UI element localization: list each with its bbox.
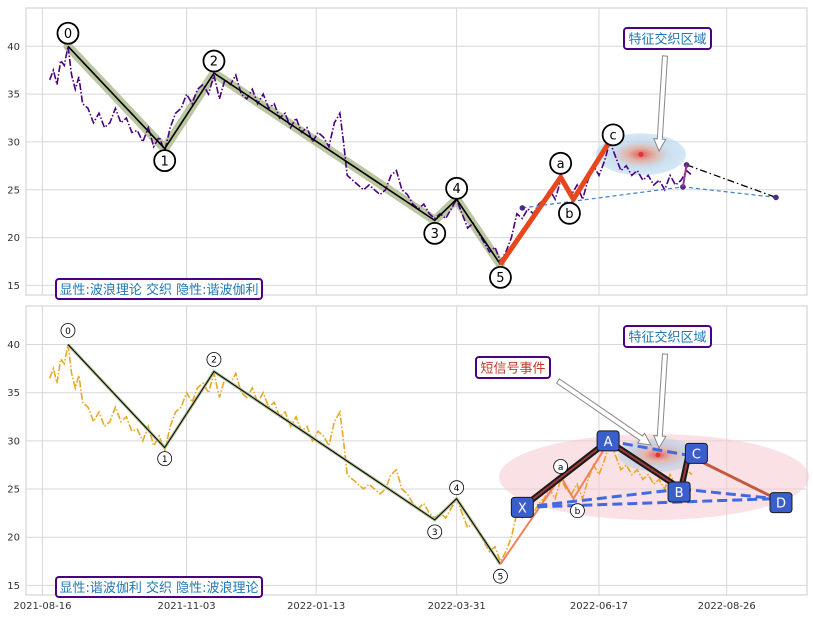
wave-label: 5: [498, 572, 504, 582]
wave-label-circle: [445, 176, 469, 200]
wave-label-circle: [449, 480, 465, 496]
callout-short-signal-box: [475, 356, 551, 379]
callout-feature-zone-top-box: [623, 27, 712, 50]
x-tick-label: 2022-01-13: [287, 601, 345, 612]
y-tick-label: 30: [7, 137, 20, 148]
elliott-wave-line-bottom: [67, 344, 501, 565]
price-series-line-bottom: [48, 344, 693, 564]
wave-label-circle: [558, 201, 581, 225]
panel-caption-top: 显性:波浪理论 交织 隐性:谐波伽利: [59, 282, 258, 298]
callout-arrow: [653, 353, 669, 450]
wave-label: 3: [431, 227, 439, 242]
y-tick-label: 40: [7, 340, 20, 351]
y-tick-label: 20: [7, 533, 20, 544]
harmonic-leg: [521, 440, 609, 509]
wave-label-circle: [206, 352, 222, 367]
callout-arrow: [555, 378, 652, 446]
x-tick-label: 2022-06-17: [570, 601, 628, 612]
harmonic-point-box: [510, 496, 534, 518]
y-tick-label: 30: [7, 436, 20, 447]
wave-label-circle: [153, 149, 177, 173]
wave-label-circle: [493, 568, 508, 584]
x-tick-label: 2021-11-03: [158, 601, 216, 612]
wave-label: 5: [496, 271, 504, 286]
callout-feature-zone-bottom: 特征交织区域: [628, 330, 706, 346]
plot-area: [25, 7, 808, 296]
corrective-wave-line-bottom: [499, 442, 609, 565]
harmonic-point-label: C: [692, 447, 701, 462]
elliott-wave-line: [67, 45, 502, 265]
harmonic-point-label: D: [776, 497, 786, 512]
y-tick-label: 20: [7, 233, 20, 244]
event-zone: [499, 434, 809, 520]
wave-label-circle: [423, 221, 447, 245]
wave-label: 3: [432, 528, 438, 538]
zone-center-dot: [638, 151, 644, 157]
wave-label: c: [610, 129, 617, 144]
projection-link: [681, 164, 688, 188]
wave-label-circle: [549, 151, 573, 175]
wave-label-circle: [570, 503, 585, 519]
wave-label: 2: [210, 55, 218, 70]
y-tick-label: 40: [7, 42, 20, 53]
harmonic-point-label: A: [604, 435, 613, 450]
y-tick-label: 35: [7, 388, 20, 399]
y-tick-label: 15: [7, 281, 20, 292]
wave-label-circle: [427, 524, 443, 540]
wave-label: b: [575, 507, 581, 517]
wave-label: 2: [211, 356, 217, 366]
harmonic-point-label: X: [518, 501, 527, 516]
x-tick-label: 2022-08-26: [698, 601, 756, 612]
wave-label: 0: [65, 327, 71, 337]
harmonic-dashed: [680, 487, 777, 501]
wave-label: 4: [453, 182, 461, 197]
wave-label-circle: [60, 323, 76, 338]
harmonic-dashed: [522, 497, 777, 509]
callout-arrow: [653, 55, 669, 153]
panel-caption-bottom-box: [55, 576, 263, 598]
wave-label: a: [558, 463, 564, 473]
y-tick-label: 25: [7, 485, 20, 496]
wave-label-circle: [489, 265, 512, 289]
harmonic-point-box: [596, 430, 620, 452]
wave-label-circle: [601, 123, 625, 147]
harmonic-dashed: [607, 439, 689, 457]
harmonic-leg: [607, 440, 682, 490]
wave-label: 4: [454, 484, 460, 494]
harmonic-point-label: B: [675, 486, 684, 501]
wave-label-circle: [202, 49, 226, 73]
price-series-line: [48, 46, 693, 264]
zone-center-dot-bottom: [655, 452, 661, 458]
bottom-panel: 15 20 25 30 35 40 0 1 2 3 4 5 a b X A B C D 特征交织区域短信号事件显性:谐…: [7, 305, 809, 612]
panel-caption-top-box: [55, 278, 263, 300]
projection-line-dashdot: [686, 164, 777, 199]
y-tick-label: 15: [7, 581, 20, 592]
wave-label-circle: [56, 21, 80, 45]
callout-feature-zone-top: 特征交织区域: [628, 32, 706, 48]
harmonic-point-box: [684, 442, 708, 464]
wave-label: b: [565, 207, 573, 222]
callout-short-signal: 短信号事件: [480, 362, 545, 377]
harmonic-point-box: [667, 481, 691, 503]
y-tick-label: 35: [7, 90, 20, 101]
wave-label: 0: [64, 27, 72, 42]
projection-point: [519, 205, 526, 211]
corrective-wave-line: [498, 142, 611, 266]
callout-feature-zone-bottom-box: [623, 325, 712, 348]
wave-label: 1: [161, 154, 169, 169]
harmonic-point-box: [769, 492, 793, 514]
wave-label-circle: [553, 459, 569, 474]
harmonic-dashed: [522, 487, 682, 509]
panel-caption-bottom: 显性:谐波伽利 交织 隐性:波浪理论: [59, 580, 258, 596]
wave-label: a: [557, 157, 565, 172]
wave-label-circle: [157, 451, 173, 467]
x-tick-label: 2022-03-31: [428, 601, 486, 612]
wave-label: 1: [162, 455, 168, 465]
y-tick-label: 25: [7, 185, 20, 196]
projection-point: [773, 194, 779, 201]
x-tick-label: 2021-08-16: [13, 601, 71, 612]
